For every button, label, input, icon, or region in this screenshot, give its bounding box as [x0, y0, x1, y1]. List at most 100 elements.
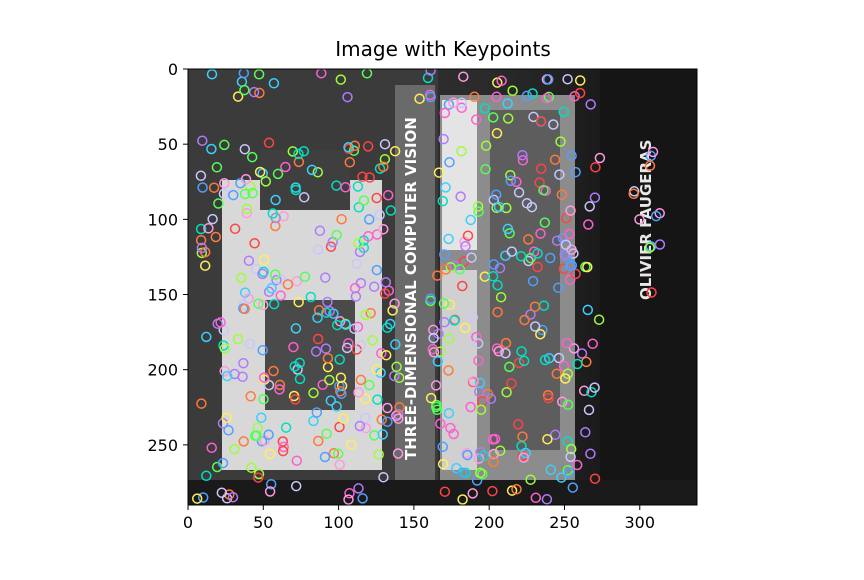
keypoint-marker — [422, 72, 434, 84]
keypoint-marker — [272, 168, 284, 180]
keypoint-marker — [565, 205, 576, 216]
keypoint-marker — [532, 248, 543, 259]
keypoint-marker — [457, 467, 468, 479]
keypoint-marker — [325, 241, 337, 252]
y-tick-label: 250 — [147, 436, 178, 455]
y-tick-label: 150 — [147, 286, 178, 305]
keypoint-marker — [488, 456, 499, 468]
keypoint-marker — [288, 341, 299, 353]
keypoint-marker — [203, 223, 214, 234]
keypoint-marker — [565, 443, 577, 455]
keypoints-layer — [191, 69, 666, 505]
keypoint-marker — [321, 428, 332, 439]
keypoint-marker — [565, 451, 576, 463]
keypoint-marker — [513, 357, 525, 369]
keypoint-marker — [506, 378, 517, 389]
keypoint-marker — [292, 364, 303, 375]
keypoint-marker — [278, 211, 289, 222]
keypoint-marker — [487, 485, 498, 497]
keypoint-marker — [229, 368, 240, 380]
keypoint-marker — [363, 214, 375, 225]
plot-title: Image with Keypoints — [335, 37, 550, 61]
keypoint-marker — [191, 493, 203, 504]
keypoint-marker — [355, 340, 366, 351]
keypoint-marker — [571, 459, 583, 471]
keypoint-marker — [505, 175, 517, 187]
keypoint-marker — [443, 365, 454, 376]
keypoint-marker — [294, 373, 306, 385]
keypoint-marker — [515, 250, 527, 262]
keypoint-marker — [527, 88, 538, 99]
keypoint-marker — [479, 103, 491, 114]
keypoint-marker — [593, 314, 605, 325]
keypoint-marker — [258, 393, 269, 405]
keypoint-marker — [325, 395, 337, 406]
keypoint-marker — [264, 486, 276, 497]
keypoint-marker — [268, 78, 280, 89]
keypoint-marker — [443, 233, 454, 245]
keypoint-marker — [338, 413, 349, 424]
keypoint-marker — [239, 188, 251, 200]
bottom-strip — [188, 480, 697, 505]
keypoint-marker — [382, 416, 393, 427]
keypoint-marker — [353, 202, 365, 213]
keypoint-marker — [376, 414, 387, 425]
keypoint-marker — [502, 98, 513, 109]
keypoint-marker — [466, 252, 477, 263]
keypoint-marker — [258, 254, 270, 266]
keypoint-marker — [646, 287, 657, 298]
keypoint-marker — [393, 413, 404, 424]
keypoint-marker — [197, 182, 208, 193]
keypoint-marker — [594, 152, 606, 164]
keypoint-marker — [437, 441, 449, 453]
keypoint-marker — [488, 259, 500, 270]
keypoint-marker — [266, 283, 277, 294]
keypoint-marker — [535, 115, 547, 127]
keypoint-marker — [360, 393, 371, 405]
keypoint-marker — [379, 288, 391, 299]
keypoint-marker — [280, 161, 291, 173]
keypoint-marker — [360, 309, 371, 321]
keypoint-marker — [219, 365, 230, 377]
keypoint-marker — [371, 264, 383, 276]
keypoint-marker — [545, 464, 557, 476]
keypoint-marker — [454, 264, 466, 275]
y-tick-label: 100 — [147, 210, 178, 229]
keypoint-marker — [335, 372, 347, 383]
keypoint-marker — [238, 436, 249, 447]
keypoint-marker — [199, 260, 211, 271]
keypoint-marker — [488, 194, 500, 206]
keypoint-marker — [584, 201, 595, 212]
keypoint-marker — [361, 69, 373, 79]
keypoint-marker — [439, 249, 450, 260]
keypoint-marker — [532, 261, 543, 273]
keypoint-marker — [539, 354, 551, 366]
keypoint-marker — [439, 486, 451, 497]
keypoint-marker — [488, 448, 500, 460]
keypoint-marker — [257, 299, 269, 311]
keypoint-marker — [378, 223, 389, 235]
keypoint-marker — [371, 364, 382, 375]
keypoint-marker — [553, 282, 564, 294]
keypoint-marker — [570, 166, 581, 178]
keypoint-marker — [195, 223, 207, 235]
keypoint-marker — [439, 107, 451, 119]
keypoint-marker — [367, 335, 378, 346]
keypoint-marker — [215, 317, 226, 328]
spine-title-text: THREE-DIMENSIONAL COMPUTER VISION — [402, 117, 420, 460]
keypoint-marker — [228, 189, 239, 201]
keypoint-marker — [320, 343, 332, 354]
keypoint-marker — [320, 272, 331, 283]
keypoint-marker — [647, 146, 659, 158]
keypoint-marker — [460, 467, 471, 479]
keypoint-marker — [389, 145, 401, 157]
keypoint-marker — [336, 213, 347, 225]
keypoint-marker — [311, 407, 323, 418]
keypoint-marker — [535, 328, 546, 340]
keypoint-marker — [558, 106, 569, 118]
keypoint-marker — [334, 421, 345, 433]
keypoint-marker — [465, 214, 476, 226]
keypoint-marker — [394, 402, 405, 413]
keypoint-marker — [473, 206, 484, 217]
keypoint-marker — [551, 368, 563, 380]
